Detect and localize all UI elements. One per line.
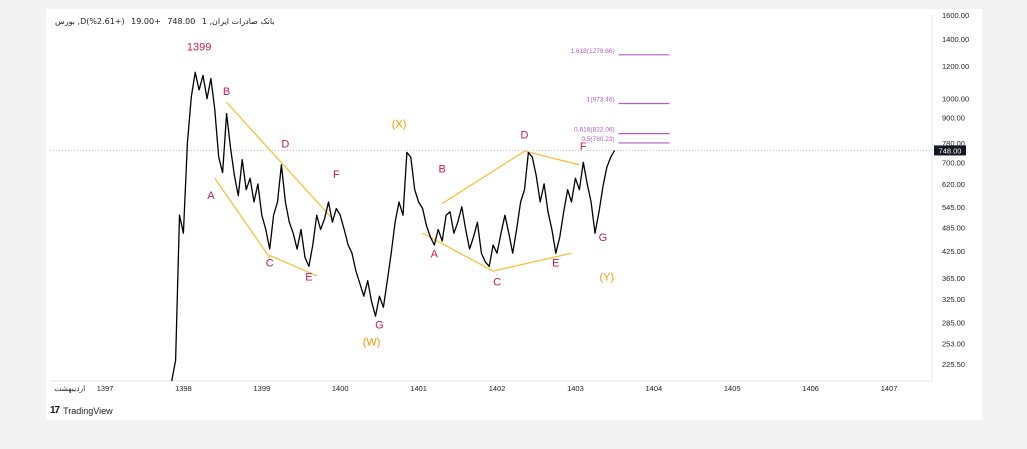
wave-label: (X) [392, 119, 407, 131]
wave-label: E [305, 272, 312, 284]
wave-label: C [493, 277, 501, 289]
x-tick-label: 1407 [881, 384, 898, 393]
wave-label: C [266, 257, 274, 269]
x-tick-label: 1400 [332, 384, 349, 393]
x-tick-label: اردیبهشت [54, 384, 85, 393]
y-tick-label: 900.00 [942, 113, 965, 122]
y-tick-label: 485.00 [942, 224, 965, 233]
wave-label: (W) [363, 337, 381, 349]
fib-level-label: 1.618(1279.66) [571, 48, 615, 55]
trendline [226, 101, 333, 220]
price-change: +19.00 [131, 17, 161, 26]
fib-level-label: 1(973.46) [587, 97, 615, 104]
y-tick-label: 1600.00 [942, 11, 969, 20]
wave-label: D [521, 129, 529, 141]
y-tick-label: 1000.00 [942, 95, 969, 104]
trendline [524, 150, 580, 166]
trendline [422, 232, 494, 272]
y-tick-label: 425.00 [942, 247, 965, 256]
wave-label: F [333, 169, 340, 181]
y-tick-label: 253.00 [942, 340, 965, 349]
last-price-tag-label: 748.00 [939, 146, 962, 155]
tradingview-logo-icon: 17 [50, 405, 60, 416]
wave-label: E [552, 257, 559, 269]
y-tick-label: 225.50 [942, 360, 965, 369]
x-tick-label: 1399 [253, 384, 270, 393]
wave-label: F [580, 141, 587, 153]
symbol-name: بورس ,Dبانک صادرات ایران, 1 [55, 17, 275, 26]
x-tick-label: 1402 [489, 384, 506, 393]
wave-label: G [375, 320, 384, 332]
trendline [492, 252, 572, 272]
price-change-pct: (+2.61%) [86, 17, 125, 26]
symbol-header: بورس ,Dبانک صادرات ایران, 1 748.00 +19.0… [55, 17, 279, 26]
y-tick-label: 365.00 [942, 274, 965, 283]
fib-level-label: 0.5(780.23) [581, 136, 614, 143]
y-tick-label: 780.00 [942, 139, 965, 148]
x-tick-label: 1404 [645, 384, 662, 393]
y-tick-label: 1200.00 [942, 62, 969, 71]
x-tick-label: 1398 [175, 384, 192, 393]
price-line [171, 71, 616, 382]
wave-label: B [223, 86, 230, 98]
y-tick-label: 285.00 [942, 318, 965, 327]
x-tick-label: 1405 [724, 384, 741, 393]
y-tick-label: 545.00 [942, 203, 965, 212]
wave-label: (Y) [599, 272, 614, 284]
wave-label: A [207, 190, 215, 202]
tradingview-footer: 17 TradingView [50, 405, 113, 416]
trendline [214, 177, 271, 258]
wave-label: B [438, 164, 445, 176]
wave-label: D [281, 139, 289, 151]
x-tick-label: 1403 [567, 384, 584, 393]
last-price: 748.00 [167, 17, 196, 26]
x-tick-label: 1401 [410, 384, 427, 393]
brand-name: TradingView [63, 405, 113, 416]
x-tick-label: 1406 [802, 384, 819, 393]
y-tick-label: 620.00 [942, 180, 965, 189]
y-tick-label: 1400.00 [942, 35, 969, 44]
trendline [441, 150, 525, 205]
trendline [269, 254, 317, 277]
x-tick-label: 1397 [97, 384, 114, 393]
fib-level-label: 0.618(822.06) [574, 127, 614, 134]
wave-label: G [599, 232, 608, 244]
last-price-tag [934, 145, 966, 156]
y-tick-label: 325.00 [942, 295, 965, 304]
y-tick-label: 700.00 [942, 158, 965, 167]
wave-label: A [431, 249, 439, 261]
wave-label: 1399 [187, 42, 211, 54]
